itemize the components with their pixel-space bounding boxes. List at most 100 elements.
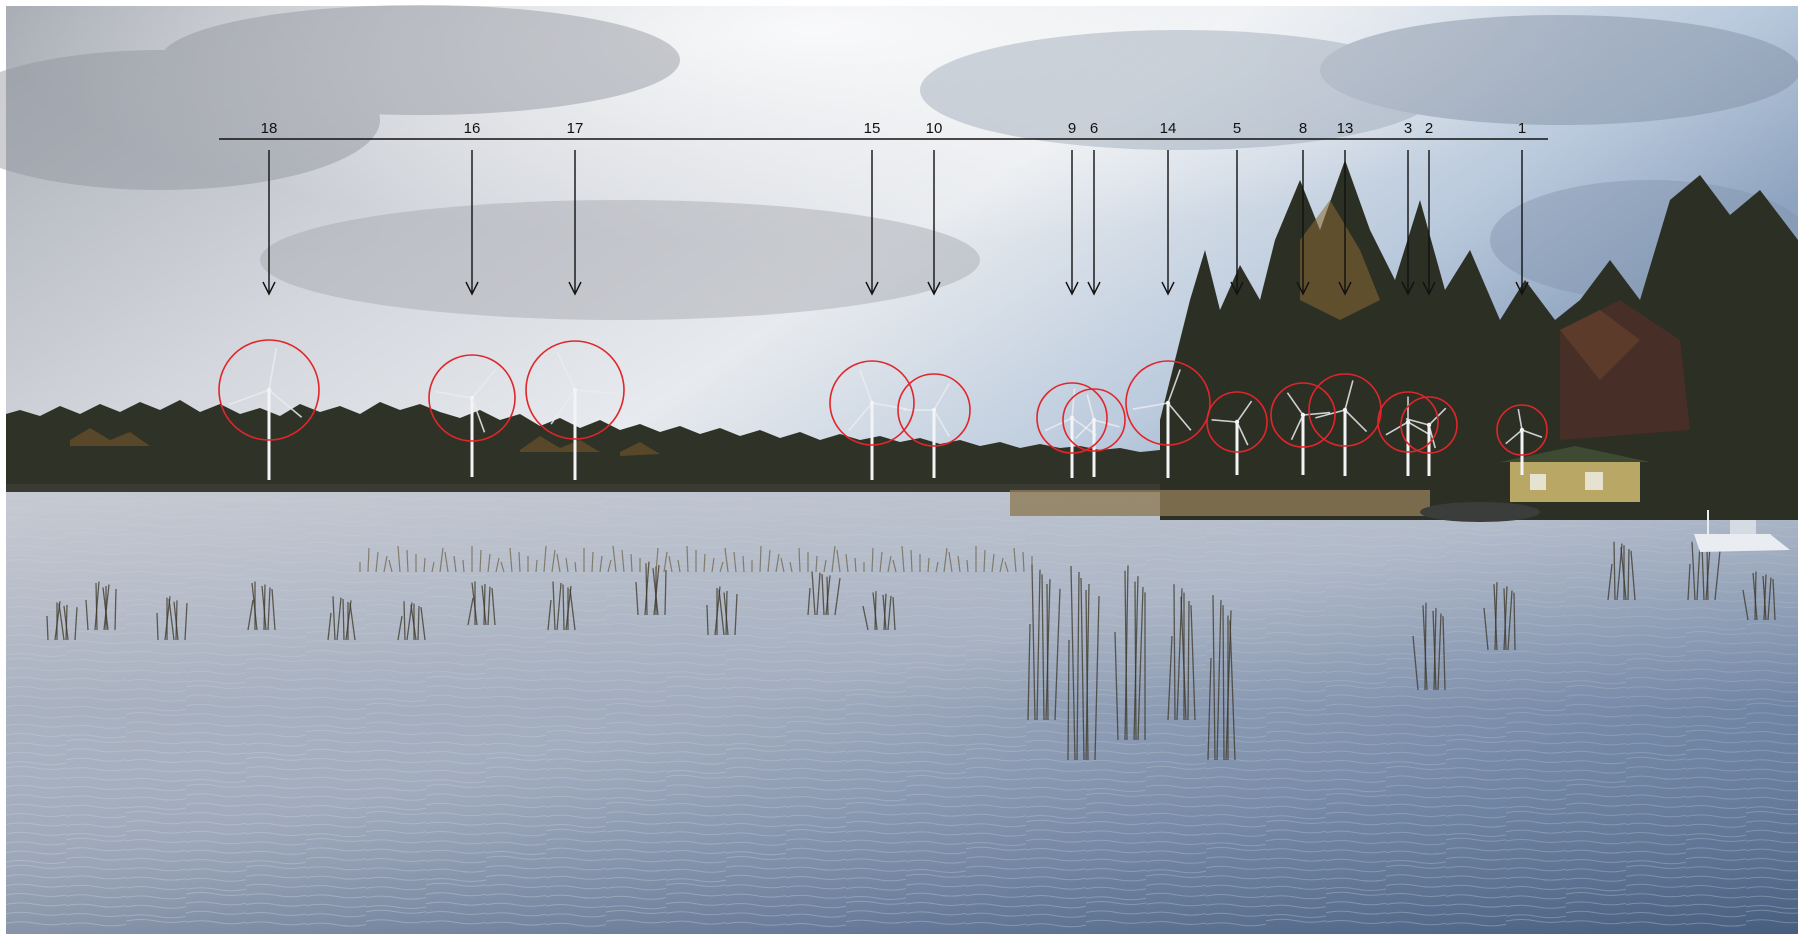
reed-stem	[156, 612, 159, 641]
reed-stem	[1187, 600, 1190, 721]
reed-stem	[1004, 561, 1009, 573]
turbine-hub	[1069, 415, 1075, 421]
turbine-label-17: 17	[567, 120, 584, 137]
turbine-blade	[268, 389, 303, 418]
reed-stem	[487, 553, 491, 573]
reed-stem	[1013, 547, 1017, 573]
reed-stem	[655, 547, 659, 573]
reed-stem	[652, 568, 659, 616]
wind-turbine-2	[1405, 407, 1447, 476]
reed-stem	[495, 557, 500, 573]
reed-stem	[518, 551, 521, 573]
reed-stem	[375, 551, 379, 573]
reed-stem	[58, 603, 65, 641]
reed-stem	[845, 553, 849, 573]
turbine-hub	[931, 407, 937, 413]
reed-stem	[910, 549, 913, 573]
turbine-blade	[1385, 421, 1409, 436]
reed-stem	[724, 547, 729, 573]
reed-stem	[487, 586, 491, 626]
ripple-row	[5, 567, 1798, 577]
reed-stem	[759, 545, 762, 573]
turbine-blade	[859, 369, 873, 404]
ripple-row	[5, 603, 1798, 613]
distant-treeline	[6, 400, 1180, 492]
reed-stem	[862, 605, 869, 631]
reed-stem	[102, 587, 109, 631]
reed-stem	[1442, 616, 1446, 691]
reed-stem	[1493, 584, 1498, 651]
turbine-blade	[1236, 421, 1249, 446]
turbine-blade	[228, 389, 270, 406]
arrowhead-8	[1296, 281, 1310, 296]
reed-stem	[892, 559, 897, 573]
reed-stem	[948, 551, 953, 573]
reed-stem	[887, 555, 892, 573]
reed-stem	[336, 597, 342, 641]
reed-stem	[1054, 588, 1061, 721]
boat	[1694, 510, 1790, 552]
turbine-label-14: 14	[1160, 120, 1177, 137]
reed-stem	[479, 549, 482, 573]
turbine-blade	[933, 409, 950, 437]
ripple-row	[5, 711, 1798, 721]
turbine-blade	[1167, 402, 1192, 431]
arrowhead-17	[568, 281, 582, 296]
reed-stem	[872, 592, 878, 631]
ripple-row	[5, 684, 1798, 694]
turbine-blade	[1132, 402, 1169, 410]
wind-turbine-17	[550, 351, 617, 480]
reed-stem	[406, 549, 409, 573]
reed-stem	[1114, 631, 1119, 741]
reed-stem	[621, 549, 625, 573]
arrowhead-10	[927, 281, 941, 296]
reed-stem	[836, 549, 841, 573]
reed-stem	[826, 576, 829, 616]
reed-stem	[1607, 563, 1613, 601]
marker-circle-10	[897, 373, 971, 447]
reed-stem	[1041, 574, 1045, 721]
reed-stem	[500, 561, 505, 573]
reed-stem	[74, 607, 78, 641]
wind-turbine-8	[1286, 392, 1331, 475]
turbine-blade	[1044, 417, 1073, 432]
reed-stem	[491, 588, 496, 626]
reed-stem	[383, 555, 388, 573]
ripple-row	[5, 909, 1798, 919]
reed-stem	[927, 557, 930, 573]
reed-stem	[816, 572, 821, 616]
ripple-row	[5, 675, 1798, 685]
reed-stem	[1432, 610, 1437, 691]
reed-stem	[543, 545, 547, 573]
reed-stem	[871, 547, 874, 573]
reed-stem	[1022, 551, 1025, 573]
reed-stem	[711, 557, 715, 573]
shore-reedbed	[1010, 490, 1430, 516]
reed-stem	[1180, 596, 1187, 721]
photo	[0, 5, 1798, 934]
turbine-label-5: 5	[1233, 120, 1241, 137]
turbine-blade	[1505, 429, 1523, 445]
marker-layer: 18 16 17 15 10 9 6 14 5 8 13 3 2 1	[218, 120, 1548, 456]
turbine-blade	[1211, 419, 1238, 423]
ripple-row	[5, 774, 1798, 784]
reed-stem	[664, 569, 667, 616]
reed-stem	[815, 555, 818, 573]
reed-stem	[821, 574, 825, 616]
reed-stem	[834, 578, 841, 616]
reed-stem	[780, 557, 785, 573]
reed-stem	[467, 597, 474, 626]
reed-stem	[1503, 588, 1507, 651]
marker-circle-14	[1125, 360, 1211, 446]
reed-stem	[168, 598, 175, 641]
reed-stem	[1742, 589, 1749, 621]
arrowhead-9	[1065, 281, 1079, 296]
turbine-hub	[1426, 422, 1432, 428]
reed-stem	[1696, 543, 1701, 601]
reed-stem	[999, 557, 1004, 573]
reed-stem	[1437, 613, 1442, 691]
reed-stem	[562, 584, 565, 631]
turbine-blade	[1236, 400, 1253, 423]
ripple-row	[5, 594, 1798, 604]
reed-stem	[943, 547, 948, 573]
